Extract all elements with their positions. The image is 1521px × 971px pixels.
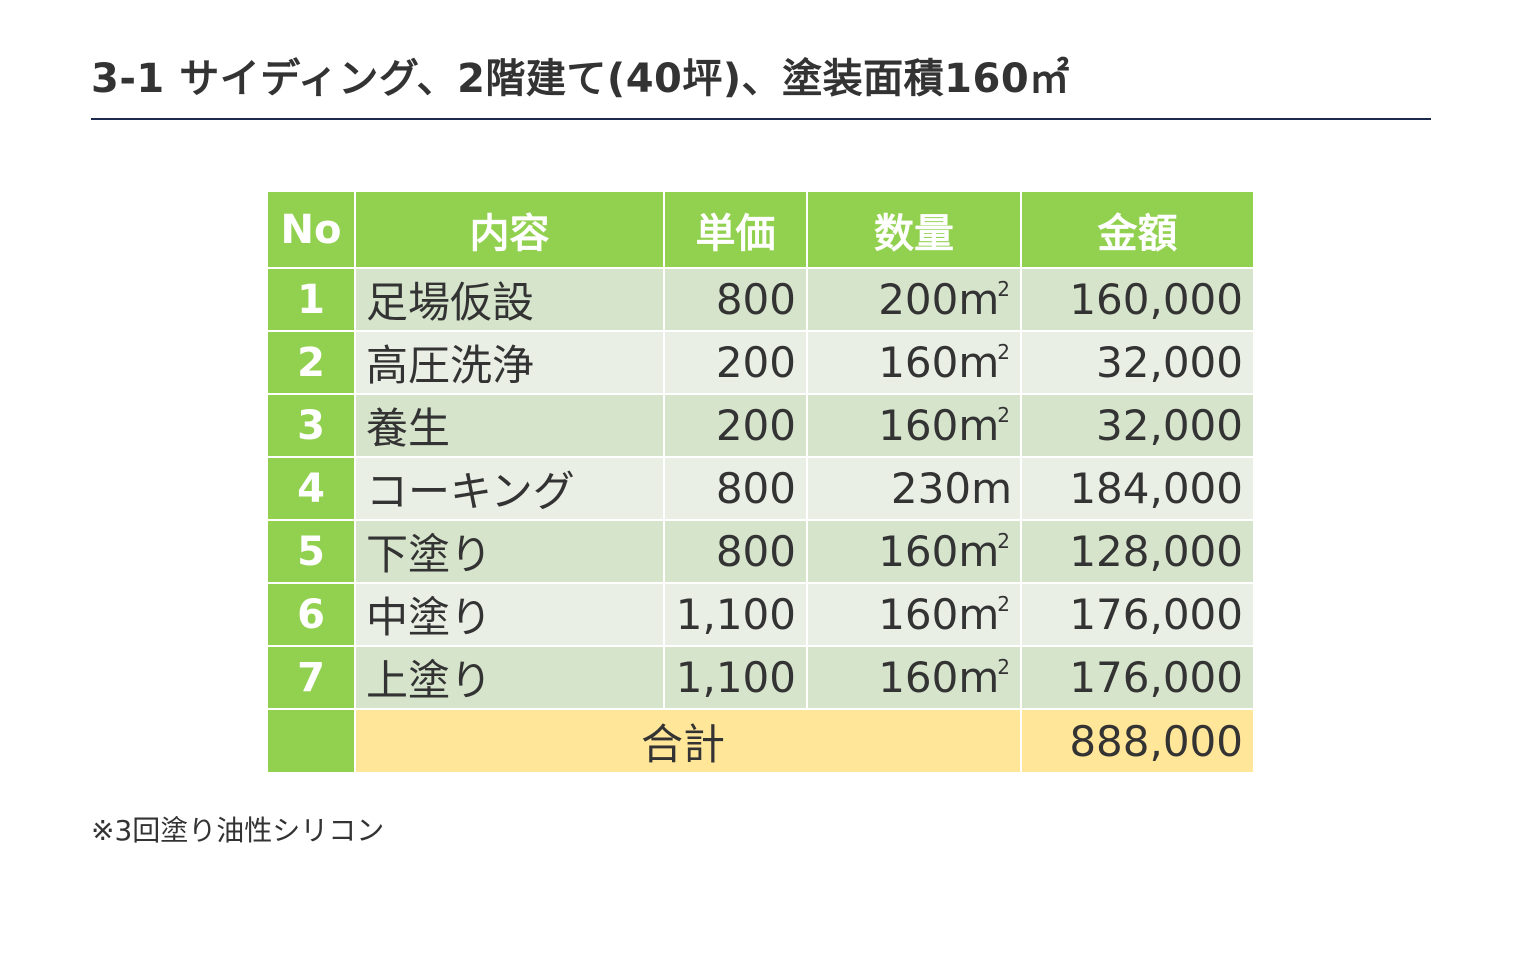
quantity-value: 160m	[878, 527, 1000, 576]
total-row: 合計 888,000	[268, 709, 1255, 774]
unit-superscript: 2	[997, 655, 1010, 679]
row-item: 高圧洗浄	[355, 331, 665, 395]
row-amount: 32,000	[1021, 331, 1255, 395]
row-amount: 176,000	[1021, 583, 1255, 647]
estimate-table: No 内容 単価 数量 金額 1 足場仮設 800 200m2 160,000 …	[268, 192, 1255, 774]
total-amount: 888,000	[1021, 709, 1255, 774]
estimate-table-container: No 内容 単価 数量 金額 1 足場仮設 800 200m2 160,000 …	[268, 192, 1255, 774]
table-row: 4 コーキング 800 230m 184,000	[268, 457, 1255, 521]
row-item: 下塗り	[355, 520, 665, 584]
row-unit-price: 1,100	[664, 646, 808, 710]
quantity-value: 160m	[878, 338, 1000, 387]
table-header-row: No 内容 単価 数量 金額	[268, 192, 1255, 269]
row-quantity: 230m	[807, 457, 1022, 521]
row-number: 3	[268, 394, 356, 458]
header-no: No	[268, 192, 356, 269]
row-unit-price: 1,100	[664, 583, 808, 647]
row-unit-price: 800	[664, 268, 808, 332]
table-row: 5 下塗り 800 160m2 128,000	[268, 520, 1255, 584]
row-number: 2	[268, 331, 356, 395]
section-heading: 3-1 サイディング、2階建て(40坪)、塗装面積160㎡	[91, 36, 1431, 120]
row-unit-price: 800	[664, 457, 808, 521]
quantity-value: 160m	[878, 653, 1000, 702]
table-row: 1 足場仮設 800 200m2 160,000	[268, 268, 1255, 332]
row-item: 養生	[355, 394, 665, 458]
row-number: 6	[268, 583, 356, 647]
row-quantity: 160m2	[807, 394, 1022, 458]
row-item: コーキング	[355, 457, 665, 521]
unit-superscript: 2	[997, 340, 1010, 364]
row-unit-price: 200	[664, 394, 808, 458]
unit-superscript: 2	[997, 529, 1010, 553]
row-amount: 160,000	[1021, 268, 1255, 332]
footnote: ※3回塗り油性シリコン	[91, 814, 385, 847]
unit-superscript: 2	[997, 592, 1010, 616]
header-item: 内容	[355, 192, 665, 269]
quantity-value: 160m	[878, 401, 1000, 450]
header-unit-price: 単価	[664, 192, 808, 269]
row-quantity: 200m2	[807, 268, 1022, 332]
row-number: 7	[268, 646, 356, 710]
quantity-value: 230m	[890, 464, 1012, 513]
row-number: 4	[268, 457, 356, 521]
row-unit-price: 200	[664, 331, 808, 395]
row-amount: 184,000	[1021, 457, 1255, 521]
section-title: 3-1 サイディング、2階建て(40坪)、塗装面積160㎡	[91, 56, 1070, 102]
table-row: 6 中塗り 1,100 160m2 176,000	[268, 583, 1255, 647]
quantity-value: 160m	[878, 590, 1000, 639]
row-item: 足場仮設	[355, 268, 665, 332]
row-number: 1	[268, 268, 356, 332]
row-item: 上塗り	[355, 646, 665, 710]
unit-superscript: 2	[997, 277, 1010, 301]
row-quantity: 160m2	[807, 520, 1022, 584]
header-amount: 金額	[1021, 192, 1255, 269]
table-row: 3 養生 200 160m2 32,000	[268, 394, 1255, 458]
total-row-number	[268, 709, 356, 774]
header-quantity: 数量	[807, 192, 1022, 269]
table-row: 7 上塗り 1,100 160m2 176,000	[268, 646, 1255, 710]
row-number: 5	[268, 520, 356, 584]
unit-superscript: 2	[997, 403, 1010, 427]
row-amount: 32,000	[1021, 394, 1255, 458]
table-row: 2 高圧洗浄 200 160m2 32,000	[268, 331, 1255, 395]
row-item: 中塗り	[355, 583, 665, 647]
quantity-value: 200m	[878, 275, 1000, 324]
row-quantity: 160m2	[807, 646, 1022, 710]
row-amount: 128,000	[1021, 520, 1255, 584]
row-unit-price: 800	[664, 520, 808, 584]
row-quantity: 160m2	[807, 331, 1022, 395]
row-amount: 176,000	[1021, 646, 1255, 710]
row-quantity: 160m2	[807, 583, 1022, 647]
total-label: 合計	[355, 709, 1022, 774]
